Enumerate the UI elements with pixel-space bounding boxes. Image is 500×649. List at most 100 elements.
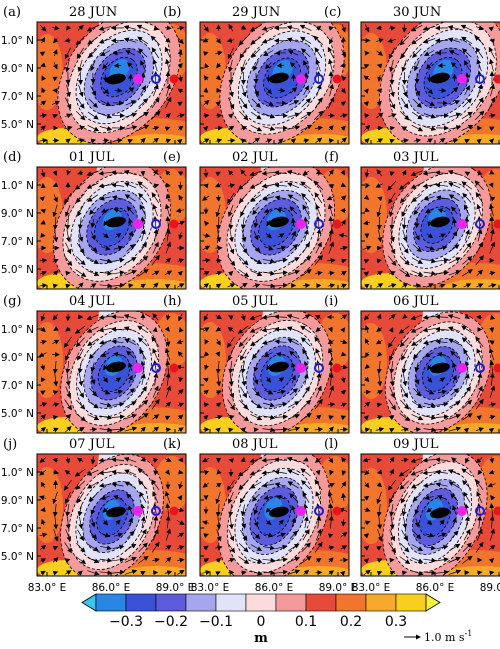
current-vector — [78, 373, 84, 387]
current-vector — [461, 48, 472, 58]
current-vector — [113, 208, 122, 213]
current-vector — [401, 217, 407, 230]
current-vector — [124, 338, 136, 346]
current-vector — [424, 50, 435, 56]
colorbar-tick-label: 0.1 — [295, 614, 317, 630]
current-vector — [388, 255, 397, 266]
current-vector — [477, 83, 483, 97]
current-vector — [128, 374, 133, 384]
current-vector — [140, 216, 146, 229]
current-vector — [375, 183, 383, 188]
current-vector — [250, 36, 262, 45]
current-vector — [141, 229, 146, 242]
current-vector — [177, 283, 185, 288]
current-vector — [98, 314, 112, 320]
current-vector — [39, 402, 48, 407]
current-vector — [40, 390, 46, 396]
current-vector — [76, 427, 85, 432]
current-vector — [439, 137, 446, 143]
current-vector — [489, 270, 496, 276]
current-vector — [275, 257, 288, 263]
current-vector — [300, 325, 312, 334]
current-vector — [227, 270, 234, 277]
current-vector — [401, 283, 409, 288]
current-vector — [328, 125, 334, 131]
current-vector — [340, 339, 348, 345]
current-vector — [413, 283, 422, 289]
current-vector — [111, 182, 124, 188]
marker-red — [169, 219, 179, 229]
marker-black-blob — [106, 216, 126, 228]
current-vector — [241, 373, 247, 387]
current-vector — [87, 338, 99, 346]
colorbar-tick-label: −0.3 — [109, 614, 143, 630]
current-vector — [399, 269, 411, 277]
panel-label: (b) — [163, 5, 181, 20]
current-vector — [203, 283, 210, 289]
marker-red — [169, 74, 179, 84]
current-vector — [238, 256, 249, 266]
current-vector — [377, 196, 383, 202]
current-vector — [99, 414, 113, 420]
current-vector — [215, 270, 223, 276]
current-vector — [178, 313, 183, 322]
current-vector — [340, 283, 348, 289]
current-vector — [249, 326, 262, 333]
current-vector — [65, 138, 71, 144]
current-vector — [103, 376, 109, 383]
marker-blue — [475, 219, 485, 229]
current-vector — [164, 284, 171, 289]
current-vector — [274, 314, 288, 320]
colorbar-tick-label: 0.2 — [340, 614, 362, 630]
current-vector — [261, 38, 275, 44]
current-vector — [127, 62, 134, 69]
current-vector — [287, 182, 300, 189]
current-vector — [40, 125, 46, 131]
current-vector — [389, 216, 395, 230]
current-vector — [340, 270, 347, 276]
current-vector — [435, 270, 449, 276]
marker-black-blob — [106, 73, 126, 85]
current-vector — [477, 170, 483, 176]
panel: (c) 30 JUN — [324, 5, 500, 145]
current-vector — [316, 228, 322, 242]
current-vector — [52, 62, 58, 70]
sea-level-field — [200, 167, 349, 289]
current-vector — [290, 87, 298, 94]
current-vector — [286, 326, 300, 332]
current-vector — [303, 373, 309, 385]
current-vector — [203, 313, 209, 322]
current-vector — [124, 112, 138, 118]
current-vector — [401, 138, 409, 144]
current-vector — [113, 62, 122, 68]
current-vector — [124, 125, 138, 131]
current-vector — [98, 170, 112, 176]
marker-black-blob — [430, 216, 450, 228]
current-vector — [152, 282, 159, 289]
current-vector — [125, 100, 137, 106]
current-vector — [64, 336, 72, 348]
current-vector — [64, 125, 73, 131]
current-vector — [90, 362, 96, 373]
current-vector — [435, 182, 449, 188]
marker-red — [169, 506, 179, 516]
panel-label: (c) — [324, 5, 341, 20]
panel-label: (f) — [324, 150, 339, 165]
current-vector — [52, 415, 59, 420]
current-vector — [252, 206, 260, 216]
panel: (d) 01 JUL — [3, 150, 187, 290]
current-vector — [201, 195, 210, 201]
current-vector — [99, 283, 113, 289]
panel: (l) 09 JUL — [324, 437, 500, 577]
current-vector — [77, 386, 84, 399]
current-vector — [411, 257, 424, 264]
current-vector — [53, 373, 59, 387]
current-vector — [140, 137, 146, 144]
current-vector — [463, 204, 470, 216]
current-vector — [64, 113, 72, 119]
current-vector — [422, 170, 436, 176]
lat-tick-label: 9.0° N — [1, 352, 34, 364]
current-vector — [99, 126, 113, 131]
current-vector — [328, 372, 334, 386]
current-vector — [89, 387, 98, 397]
